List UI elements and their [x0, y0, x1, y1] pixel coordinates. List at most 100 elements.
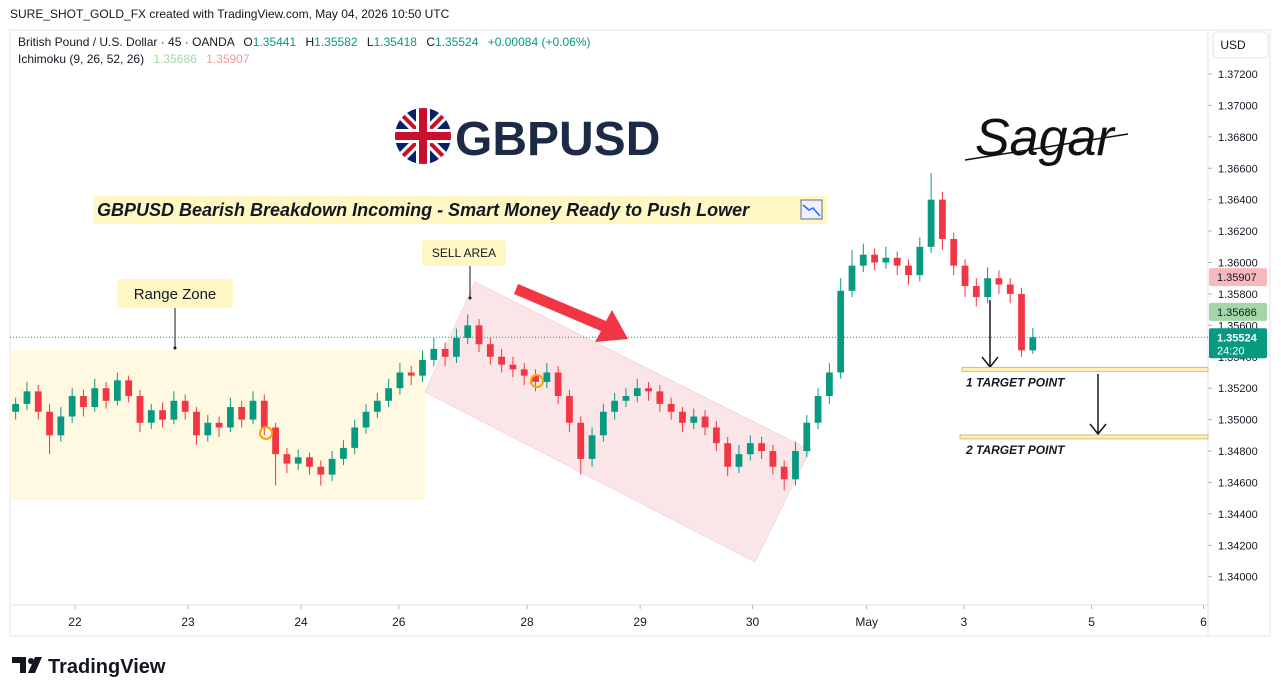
chart-icon [800, 199, 823, 220]
candle-body [1006, 284, 1014, 294]
candle-body [667, 403, 675, 412]
candle-body [170, 400, 178, 420]
x-tick-label: 22 [68, 615, 82, 629]
countdown: 24:20 [1217, 345, 1245, 357]
sell-area-box [422, 240, 506, 266]
candle-body [814, 396, 822, 423]
candle-body [577, 422, 585, 459]
candle-body [475, 325, 483, 345]
candle-body [204, 422, 212, 436]
candle-body [622, 396, 630, 401]
y-tick-label: 1.34000 [1218, 572, 1258, 584]
candle-body [238, 407, 246, 420]
range-zone-label-box [117, 279, 233, 308]
target-line [959, 434, 1209, 440]
candle-body [780, 466, 788, 480]
sell-area-label: SELL AREA [432, 246, 496, 260]
ohlc-value: 1.35524 [435, 35, 479, 49]
y-tick-label: 1.35200 [1218, 383, 1258, 395]
signal-circle [530, 374, 544, 388]
currency[interactable]: USD [1220, 38, 1246, 52]
candle-body [532, 375, 539, 382]
candle-body [328, 458, 336, 475]
candle-body [34, 391, 42, 412]
indicator-value: 1.35907 [206, 52, 250, 66]
candle-body [871, 254, 878, 263]
candle-body [125, 380, 133, 397]
candle-body [520, 369, 528, 376]
candle-body [260, 400, 268, 428]
ohlc-prefix: H [306, 35, 315, 49]
candle-body [464, 325, 472, 338]
candle-body [340, 447, 347, 459]
candle-body [735, 454, 743, 467]
signal-circle [259, 426, 273, 440]
candle-body [80, 396, 87, 408]
candle-body [690, 416, 698, 423]
candle-body [972, 286, 980, 298]
indicator-legend: Ichimoku (9, 26, 52, 26) 1.35686 1.35907 [18, 52, 250, 66]
y-tick-label: 1.37000 [1218, 100, 1258, 112]
candle-body [792, 451, 799, 480]
ohlc-prefix: O [243, 35, 252, 49]
ohlc-value: 1.35418 [374, 35, 418, 49]
change: +0.00084 (+0.06%) [488, 35, 591, 49]
signature-stroke [964, 133, 1129, 161]
candle-body [317, 466, 325, 475]
candle-body [226, 407, 234, 428]
candle-body [769, 451, 777, 467]
ohlc-prefix: C [426, 35, 435, 49]
chart-frame [9, 29, 1271, 637]
candle-body [249, 400, 257, 420]
target-arrow-head [1089, 423, 1107, 436]
candle-body [91, 388, 99, 408]
y-tick-label: 1.34200 [1218, 540, 1258, 552]
candle-body [385, 388, 393, 401]
candle-body [905, 265, 912, 276]
indicator-name: Ichimoku (9, 26, 52, 26) [18, 52, 144, 66]
candle-body [136, 396, 144, 423]
candle-body [181, 400, 189, 412]
candle-body [882, 257, 890, 263]
candle-body [566, 396, 573, 423]
y-tick-label: 1.34600 [1218, 477, 1258, 489]
y-tick-label: 1.35000 [1218, 415, 1258, 427]
currency-button[interactable] [1212, 31, 1269, 59]
candle-body [995, 278, 1003, 285]
candle-body [825, 372, 833, 397]
candle-body [724, 443, 732, 467]
current-price-tag-bg [1209, 328, 1267, 359]
candle-body [441, 348, 449, 357]
candle-body [893, 257, 901, 266]
candle-body [193, 411, 200, 436]
candle-body [509, 364, 517, 370]
ohlc-value: 1.35582 [314, 35, 358, 49]
red-arrow [514, 284, 628, 342]
candle-body [1018, 293, 1025, 351]
x-tick-label: 5 [1088, 615, 1095, 629]
candle-body [272, 427, 279, 455]
indicator-value: 1.35686 [153, 52, 197, 66]
y-tick-label: 1.36400 [1218, 195, 1258, 207]
candle-body [543, 372, 551, 382]
current-price-tag: 1.35524 [1217, 332, 1258, 344]
range-zone-dot [173, 346, 177, 350]
header: SURE_SHOT_GOLD_FX created with TradingVi… [10, 7, 450, 21]
target-line [961, 366, 1209, 372]
candle-body [373, 400, 381, 412]
candle-body [486, 344, 494, 357]
candle-body [1029, 337, 1037, 351]
candle-body [803, 422, 811, 452]
candle-body [758, 443, 765, 452]
target-label: 2 TARGET POINT [965, 443, 1066, 457]
candle-body [679, 411, 686, 423]
price-tag-bg [1209, 302, 1267, 321]
symbol-legend: British Pound / U.S. Dollar · 45 · OANDA… [18, 35, 590, 49]
candle-body [147, 410, 155, 423]
y-tick-label: 1.36200 [1218, 226, 1258, 238]
candle-body [419, 359, 426, 376]
x-tick-label: 26 [392, 615, 406, 629]
candle-body [950, 238, 958, 266]
candle-body [215, 422, 223, 428]
